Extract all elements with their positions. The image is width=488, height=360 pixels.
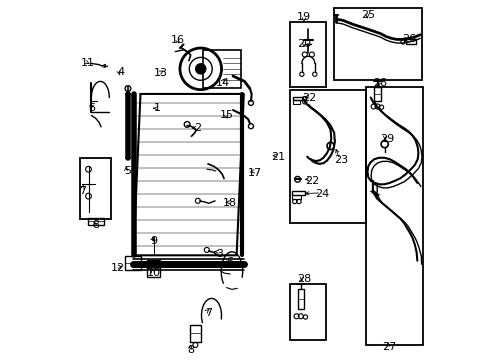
Bar xyxy=(202,50,241,88)
Text: 8: 8 xyxy=(92,220,99,230)
Bar xyxy=(290,90,366,223)
Text: 10: 10 xyxy=(147,268,161,278)
Text: 20: 20 xyxy=(296,39,310,49)
Text: 14: 14 xyxy=(216,78,229,88)
Text: 12: 12 xyxy=(111,263,125,273)
Text: 22: 22 xyxy=(301,93,316,103)
Text: 15: 15 xyxy=(220,111,234,121)
Text: 3: 3 xyxy=(216,248,223,258)
Text: 17: 17 xyxy=(248,168,262,178)
Text: 1: 1 xyxy=(154,103,161,113)
Text: 16: 16 xyxy=(171,35,185,45)
Text: 21: 21 xyxy=(270,152,285,162)
Text: 18: 18 xyxy=(223,198,237,208)
Bar xyxy=(290,284,325,339)
Text: 9: 9 xyxy=(150,236,157,246)
Bar xyxy=(293,100,300,104)
Text: 25: 25 xyxy=(361,10,374,20)
Text: 4: 4 xyxy=(117,67,124,77)
Bar xyxy=(292,191,304,195)
Text: 6: 6 xyxy=(88,103,95,113)
Text: 29: 29 xyxy=(379,134,393,144)
Text: 19: 19 xyxy=(296,12,310,22)
Text: 5: 5 xyxy=(124,166,131,176)
Bar xyxy=(80,158,111,220)
Text: 2: 2 xyxy=(194,123,201,133)
Text: 13: 13 xyxy=(154,68,168,78)
Text: 26: 26 xyxy=(401,34,415,44)
Text: 7: 7 xyxy=(204,308,212,318)
Text: 11: 11 xyxy=(81,58,95,68)
Bar xyxy=(147,260,160,277)
Bar xyxy=(373,87,380,101)
Text: 28: 28 xyxy=(296,274,310,284)
Bar xyxy=(190,325,201,342)
Bar xyxy=(333,8,421,80)
Bar xyxy=(290,22,325,87)
Text: 7: 7 xyxy=(80,186,86,196)
Bar xyxy=(365,87,422,345)
Bar xyxy=(292,195,301,199)
Bar xyxy=(88,218,104,225)
Bar xyxy=(405,40,415,44)
Text: 23: 23 xyxy=(334,155,347,165)
Text: 8: 8 xyxy=(187,345,194,355)
Bar xyxy=(293,97,302,100)
Text: 24: 24 xyxy=(315,189,329,199)
Text: 28: 28 xyxy=(372,78,386,88)
Text: 27: 27 xyxy=(382,342,396,352)
Bar xyxy=(297,289,303,309)
Text: 6: 6 xyxy=(226,257,233,267)
Bar xyxy=(125,256,140,270)
Circle shape xyxy=(195,64,205,74)
Text: 22: 22 xyxy=(304,176,318,186)
